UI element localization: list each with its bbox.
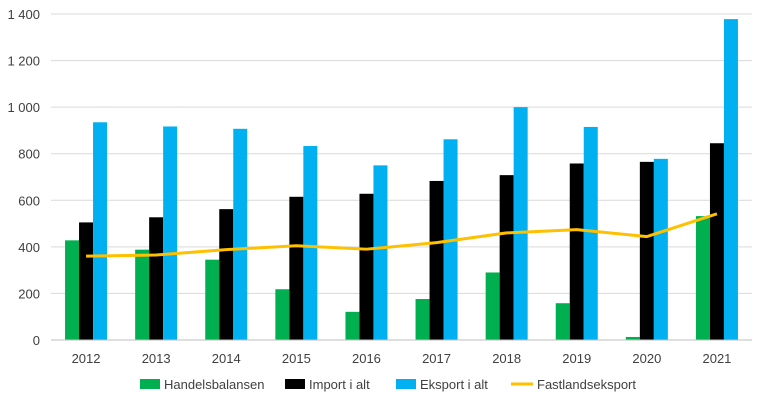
- legend-label: Eksport i alt: [420, 377, 488, 392]
- y-tick-label: 800: [18, 147, 40, 162]
- y-tick-label: 400: [18, 240, 40, 255]
- bar-handelsbalansen-2016: [345, 311, 360, 340]
- line-fastlandseksport: [86, 212, 718, 258]
- bar-eksport-i-alt-2020: [653, 158, 668, 340]
- y-tick-label: 1 400: [7, 7, 40, 22]
- bar-import-i-alt-2017: [429, 180, 444, 340]
- x-axis-ticks: 2012 2013 2014 2015 2016 2017 2018 2019 2020 2021: [72, 351, 732, 366]
- x-tick-label: 2021: [702, 351, 731, 366]
- y-tick-label: 1 000: [7, 100, 40, 115]
- legend-item-fastlandseksport: Fastlandseksport: [511, 377, 636, 392]
- legend-swatch: [396, 379, 416, 389]
- bar-import-i-alt-2020: [639, 161, 654, 340]
- bar-handelsbalansen-2020: [625, 336, 640, 340]
- bar-import-i-alt-2013: [149, 217, 164, 340]
- bar-import-i-alt-2019: [569, 163, 584, 340]
- legend-label: Handelsbalansen: [164, 377, 264, 392]
- bar-eksport-i-alt-2018: [513, 107, 528, 341]
- x-tick-label: 2013: [142, 351, 171, 366]
- bar-handelsbalansen-2019: [555, 303, 570, 340]
- line-series: [86, 212, 718, 258]
- bar-handelsbalansen-2017: [415, 299, 430, 340]
- y-tick-label: 1 200: [7, 54, 40, 69]
- bar-handelsbalansen-2018: [485, 272, 500, 340]
- legend-label: Fastlandseksport: [537, 377, 636, 392]
- bar-eksport-i-alt-2014: [233, 128, 248, 340]
- x-tick-label: 2019: [562, 351, 591, 366]
- bar-handelsbalansen-2015: [275, 289, 290, 340]
- bar-eksport-i-alt-2013: [163, 126, 178, 340]
- bar-handelsbalansen-2013: [135, 249, 150, 340]
- x-tick-label: 2020: [632, 351, 661, 366]
- bar-eksport-i-alt-2015: [303, 146, 318, 340]
- legend-item-handelsbalansen: Handelsbalansen: [140, 377, 264, 392]
- bar-import-i-alt-2018: [499, 175, 514, 340]
- x-tick-label: 2018: [492, 351, 521, 366]
- legend-item-eksport-i-alt: Eksport i alt: [396, 377, 488, 392]
- bar-eksport-i-alt-2019: [583, 126, 598, 340]
- legend: Handelsbalansen Import i alt Eksport i alt…: [140, 377, 636, 392]
- bar-import-i-alt-2012: [79, 222, 94, 340]
- bar-handelsbalansen-2014: [205, 259, 220, 340]
- y-tick-label: 0: [33, 333, 40, 348]
- x-tick-label: 2014: [212, 351, 241, 366]
- bar-import-i-alt-2014: [219, 209, 234, 340]
- y-tick-label: 600: [18, 193, 40, 208]
- bar-import-i-alt-2015: [289, 196, 304, 340]
- bar-import-i-alt-2016: [359, 193, 374, 340]
- bars: [65, 19, 738, 341]
- x-tick-label: 2016: [352, 351, 381, 366]
- legend-swatch: [285, 379, 305, 389]
- x-tick-label: 2012: [72, 351, 101, 366]
- bar-eksport-i-alt-2012: [93, 122, 108, 341]
- y-axis-ticks: 0 200 400 600 800 1 000 1 200 1 400: [7, 7, 40, 348]
- legend-swatch: [140, 379, 160, 389]
- legend-item-import-i-alt: Import i alt: [285, 377, 370, 392]
- x-tick-label: 2017: [422, 351, 451, 366]
- legend-label: Import i alt: [309, 377, 370, 392]
- bar-handelsbalansen-2021: [695, 216, 710, 340]
- bar-eksport-i-alt-2016: [373, 165, 388, 340]
- bar-handelsbalansen-2012: [65, 240, 80, 340]
- x-tick-label: 2015: [282, 351, 311, 366]
- y-tick-label: 200: [18, 286, 40, 301]
- bar-eksport-i-alt-2021: [723, 19, 738, 340]
- bar-import-i-alt-2021: [709, 143, 724, 340]
